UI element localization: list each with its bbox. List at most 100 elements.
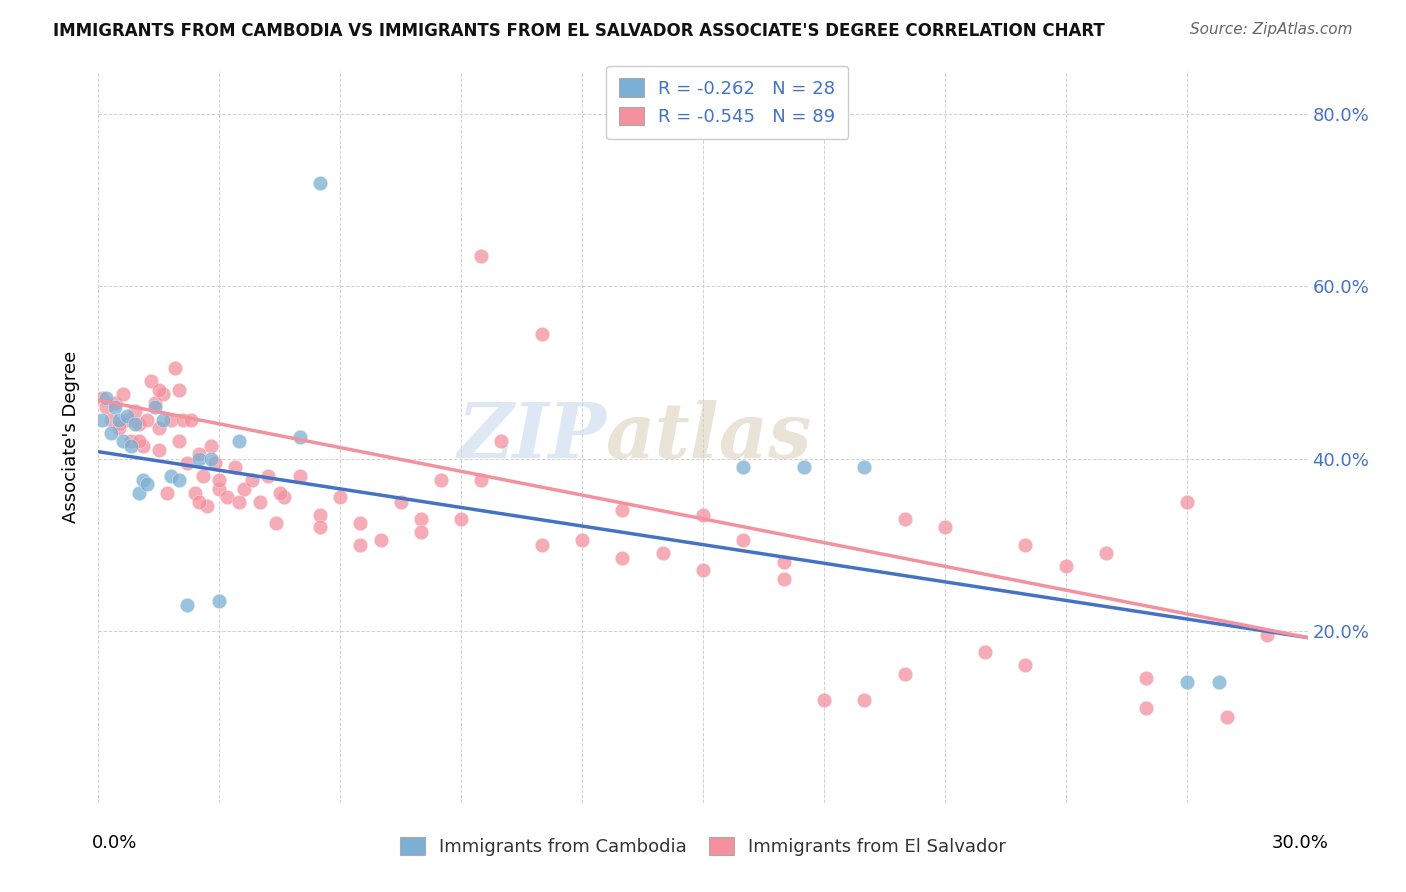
Point — [1014, 538, 1036, 552]
Point — [612, 550, 634, 565]
Point — [288, 468, 311, 483]
Point — [1014, 658, 1036, 673]
Point — [269, 486, 291, 500]
Point — [1216, 710, 1239, 724]
Point — [176, 456, 198, 470]
Point — [208, 473, 231, 487]
Point — [176, 598, 198, 612]
Point — [111, 434, 134, 449]
Point — [893, 512, 915, 526]
Point — [349, 516, 371, 530]
Point — [491, 434, 513, 449]
Point — [1208, 675, 1230, 690]
Point — [228, 494, 250, 508]
Point — [530, 538, 553, 552]
Point — [288, 430, 311, 444]
Point — [409, 512, 432, 526]
Point — [139, 374, 162, 388]
Point — [733, 533, 755, 548]
Point — [100, 425, 122, 440]
Point — [273, 491, 295, 505]
Point — [120, 434, 142, 449]
Point — [893, 666, 915, 681]
Point — [232, 482, 254, 496]
Point — [370, 533, 392, 548]
Point — [772, 572, 794, 586]
Point — [934, 520, 956, 534]
Point — [1054, 559, 1077, 574]
Point — [349, 538, 371, 552]
Point — [128, 486, 150, 500]
Point — [132, 473, 155, 487]
Point — [143, 400, 166, 414]
Point — [1175, 494, 1198, 508]
Point — [124, 404, 146, 418]
Point — [249, 494, 271, 508]
Point — [152, 387, 174, 401]
Point — [132, 439, 155, 453]
Point — [120, 439, 142, 453]
Point — [1175, 675, 1198, 690]
Point — [156, 486, 179, 500]
Point — [240, 473, 263, 487]
Point — [91, 413, 114, 427]
Point — [651, 546, 673, 560]
Point — [167, 473, 190, 487]
Point — [409, 524, 432, 539]
Point — [160, 413, 183, 427]
Point — [389, 494, 412, 508]
Text: 30.0%: 30.0% — [1272, 834, 1329, 852]
Point — [188, 451, 211, 466]
Point — [148, 442, 170, 457]
Point — [167, 383, 190, 397]
Point — [148, 421, 170, 435]
Point — [103, 400, 125, 414]
Point — [91, 392, 114, 406]
Text: atlas: atlas — [606, 401, 813, 474]
Point — [135, 477, 157, 491]
Point — [329, 491, 352, 505]
Point — [204, 456, 226, 470]
Point — [107, 417, 129, 432]
Point — [152, 413, 174, 427]
Point — [1135, 701, 1157, 715]
Point — [111, 387, 134, 401]
Point — [128, 434, 150, 449]
Point — [180, 413, 202, 427]
Point — [612, 503, 634, 517]
Point — [430, 473, 453, 487]
Point — [160, 468, 183, 483]
Point — [188, 447, 211, 461]
Y-axis label: Associate's Degree: Associate's Degree — [62, 351, 80, 524]
Point — [188, 494, 211, 508]
Point — [692, 508, 714, 522]
Point — [530, 326, 553, 341]
Point — [256, 468, 278, 483]
Point — [309, 176, 332, 190]
Point — [200, 451, 222, 466]
Point — [733, 460, 755, 475]
Point — [853, 460, 876, 475]
Point — [135, 413, 157, 427]
Point — [167, 434, 190, 449]
Point — [103, 395, 125, 409]
Text: Source: ZipAtlas.com: Source: ZipAtlas.com — [1189, 22, 1353, 37]
Point — [217, 491, 239, 505]
Point — [107, 413, 129, 427]
Point — [107, 421, 129, 435]
Point — [96, 400, 118, 414]
Point — [571, 533, 593, 548]
Point — [692, 564, 714, 578]
Point — [1135, 671, 1157, 685]
Point — [208, 482, 231, 496]
Point — [172, 413, 194, 427]
Text: IMMIGRANTS FROM CAMBODIA VS IMMIGRANTS FROM EL SALVADOR ASSOCIATE'S DEGREE CORRE: IMMIGRANTS FROM CAMBODIA VS IMMIGRANTS F… — [53, 22, 1105, 40]
Point — [124, 417, 146, 432]
Point — [224, 460, 246, 475]
Point — [470, 249, 492, 263]
Legend: Immigrants from Cambodia, Immigrants from El Salvador: Immigrants from Cambodia, Immigrants fro… — [392, 830, 1014, 863]
Point — [193, 468, 215, 483]
Point — [264, 516, 287, 530]
Point — [163, 361, 186, 376]
Text: 0.0%: 0.0% — [91, 834, 136, 852]
